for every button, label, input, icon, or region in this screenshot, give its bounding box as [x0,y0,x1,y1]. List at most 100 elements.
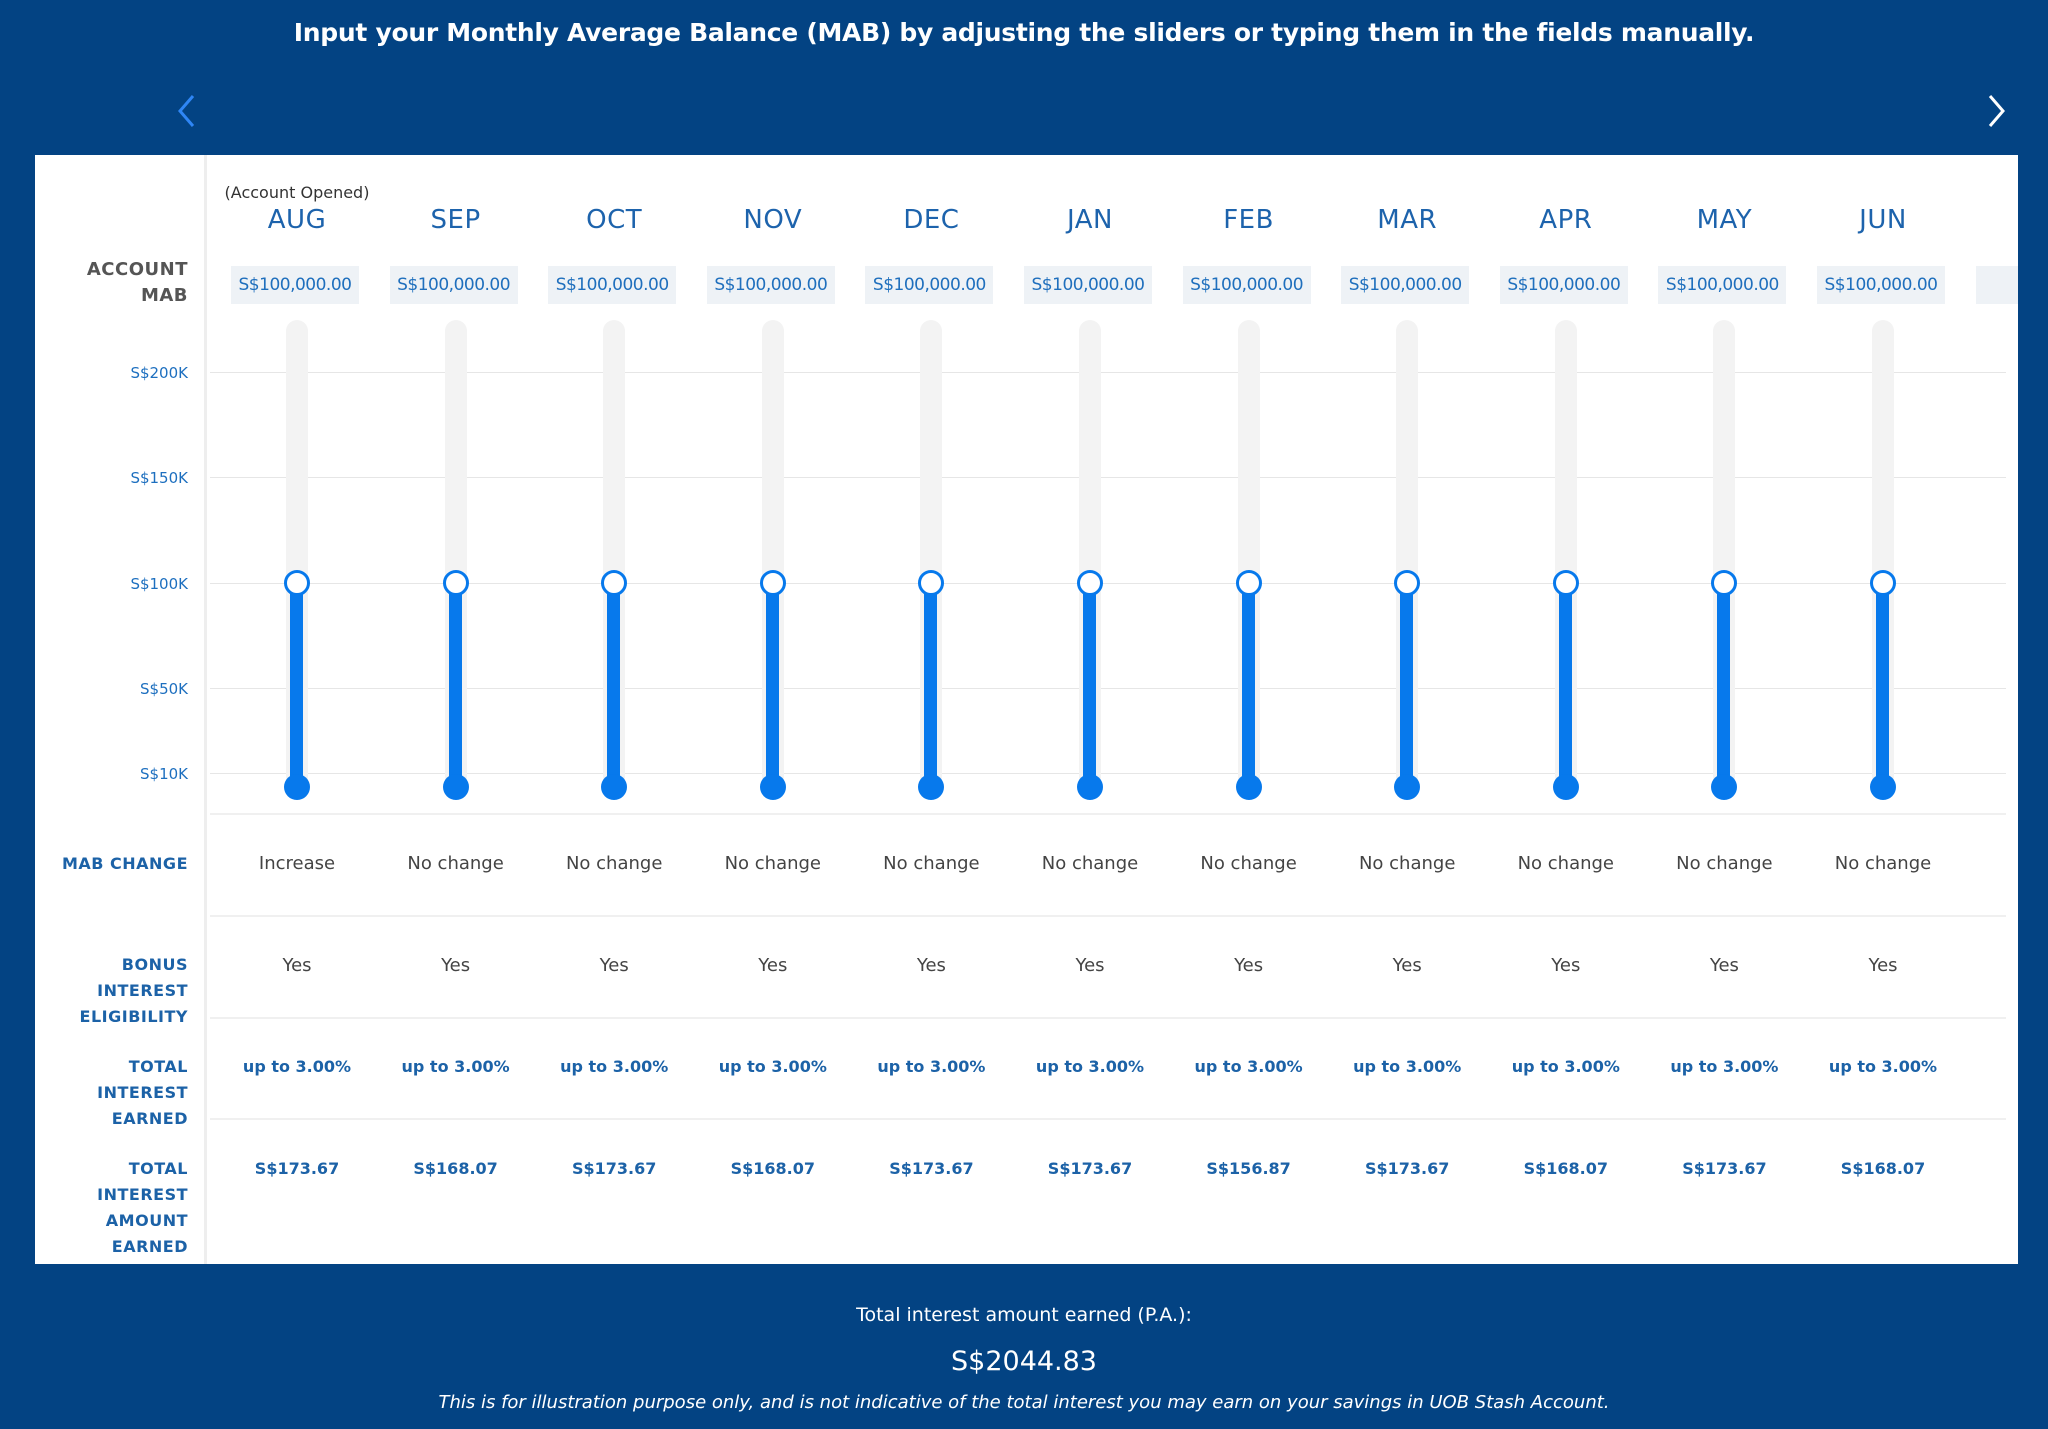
month-column: DEC No change Yes up to 3.00% S$173.67 [852,155,1010,1264]
mab-slider-fill [1400,583,1414,787]
month-column: JUN No change Yes up to 3.00% S$168.07 [1804,155,1962,1264]
month-grid: (Account Opened) AUG Increase Yes up to 3.00… [210,155,2018,1264]
row-separator [210,1118,2006,1120]
mab-input-field[interactable] [231,266,359,304]
label-line: AMOUNT [105,1211,188,1230]
mab-slider-base [1711,774,1738,800]
mab-input-field[interactable] [1341,266,1470,304]
mab-input-field[interactable] [1024,266,1152,304]
mab-slider-handle[interactable] [1235,570,1262,597]
mab-change-label: MAB CHANGE [61,854,188,873]
mab-change-value: No change [724,853,822,874]
interest-rate-value: up to 3.00% [401,1057,510,1076]
label-line: EARNED [111,1237,188,1256]
mab-slider-fill [1876,583,1889,787]
month-column: (Account Opened) AUG Increase Yes up to 3.00… [218,155,376,1264]
label-line: EARNED [111,1109,188,1128]
interest-rate-value: up to 3.00% [1353,1057,1462,1076]
mab-slider-base [284,774,310,800]
bonus-eligibility-value: Yes [1551,955,1581,976]
mab-slider-handle[interactable] [284,570,310,597]
total-interest-label: Total interest amount earned (P.A.): [856,1304,1192,1326]
mab-slider-fill [924,583,938,787]
mab-slider-base [442,774,469,800]
total-interest-rate-label: TOTAL INTEREST EARNED [35,1054,188,1132]
disclaimer-note: This is for illustration purpose only, a… [438,1392,1610,1413]
interest-rate-value: up [1963,1057,2018,1076]
gridline [210,583,2006,584]
interest-amount-value: S$156.87 [1206,1159,1291,1178]
interest-amount-value: S [1963,1159,2018,1178]
row-labels-column: ACCOUNT MAB S$200K S$150K S$100K S$50K S… [35,155,207,1264]
page-heading: Input your Monthly Average Balance (MAB)… [293,18,1755,47]
mab-slider-handle[interactable] [1394,570,1421,597]
month-column: APR No change Yes up to 3.00% S$168.07 [1487,155,1645,1264]
month-column: JAN No change Yes up to 3.00% S$173.67 [1011,155,1169,1264]
bonus-eligibility-value: Yes [441,955,471,976]
interest-rate-value: up to 3.00% [1511,1057,1620,1076]
mab-slider-handle[interactable] [918,570,945,597]
interest-rate-value: up to 3.00% [242,1057,352,1076]
mab-slider-handle[interactable] [759,570,786,597]
mab-slider-fill [290,583,303,787]
bonus-eligibility-value: Yes [1392,955,1422,976]
mab-slider-handle[interactable] [1077,570,1103,597]
mab-slider-handle[interactable] [601,570,628,597]
bonus-eligibility-value: Yes [1709,955,1739,976]
month-name: FEB [1223,205,1274,235]
account-opened-note: (Account Opened) [224,183,370,202]
interest-amount-value: S$168.07 [730,1159,815,1178]
interest-rate-value: up to 3.00% [1670,1057,1779,1076]
interest-amount-value: S$173.67 [1682,1159,1767,1178]
month-column: MAR No change Yes up to 3.00% S$173.67 [1328,155,1486,1264]
mab-input-field[interactable] [1182,266,1311,304]
y-tick-label: S$50K [140,680,188,698]
mab-input-field[interactable] [1658,266,1787,304]
mab-slider-fill [1558,583,1572,787]
mab-change-value: No change [1834,853,1932,874]
total-interest-amount-label: TOTAL INTEREST AMOUNT EARNED [35,1156,188,1260]
mab-change-value: No change [1200,853,1297,874]
mab-change-value: No change [1358,853,1456,874]
month-name: JAN [1067,205,1113,235]
month-name: DEC [903,205,960,235]
month-column: MAY No change Yes up to 3.00% S$173.67 [1645,155,1803,1264]
mab-slider-base [1077,774,1103,800]
mab-input-field[interactable] [865,266,994,304]
mab-slider-base [1870,774,1896,800]
mab-input-field[interactable] [1817,266,1945,304]
mab-change-value: No change [407,853,504,874]
row-separator [210,915,2006,917]
mab-slider-handle[interactable] [1870,570,1896,597]
chevron-left-icon[interactable] [175,91,199,131]
mab-input-field[interactable] [389,266,518,304]
mab-slider-handle[interactable] [1711,570,1738,597]
mab-change-value: No change [1676,853,1773,874]
month-name: SEP [430,205,481,235]
mab-input-field[interactable] [548,266,677,304]
interest-amount-value: S$173.67 [571,1159,657,1178]
gridline [210,477,2006,478]
mab-slider-handle[interactable] [1552,570,1579,597]
row-separator [210,813,2006,815]
mab-input-field[interactable] [1499,266,1628,304]
gridline [210,372,2006,373]
mab-change-value: No change [883,853,980,874]
interest-rate-value: up to 3.00% [718,1057,827,1076]
y-tick-label: S$150K [130,469,188,487]
month-name: NOV [743,205,803,235]
mab-slider-fill [765,583,779,787]
mab-input-field[interactable] [1975,266,2018,304]
mab-slider-base [759,774,786,800]
month-column: NOV No change Yes up to 3.00% S$168.07 [694,155,852,1264]
mab-slider-handle[interactable] [442,570,469,597]
label-line: ELIGIBILITY [79,1007,188,1026]
mab-input-field[interactable] [706,266,835,304]
bonus-eligibility-value: Yes [1868,955,1898,976]
interest-amount-value: S$168.07 [1840,1159,1926,1178]
month-name: APR [1539,205,1593,235]
row-separator [210,1017,2006,1019]
y-tick-label: S$200K [130,364,188,382]
month-name: AUG [267,205,327,235]
chevron-right-icon[interactable] [1984,91,2008,131]
